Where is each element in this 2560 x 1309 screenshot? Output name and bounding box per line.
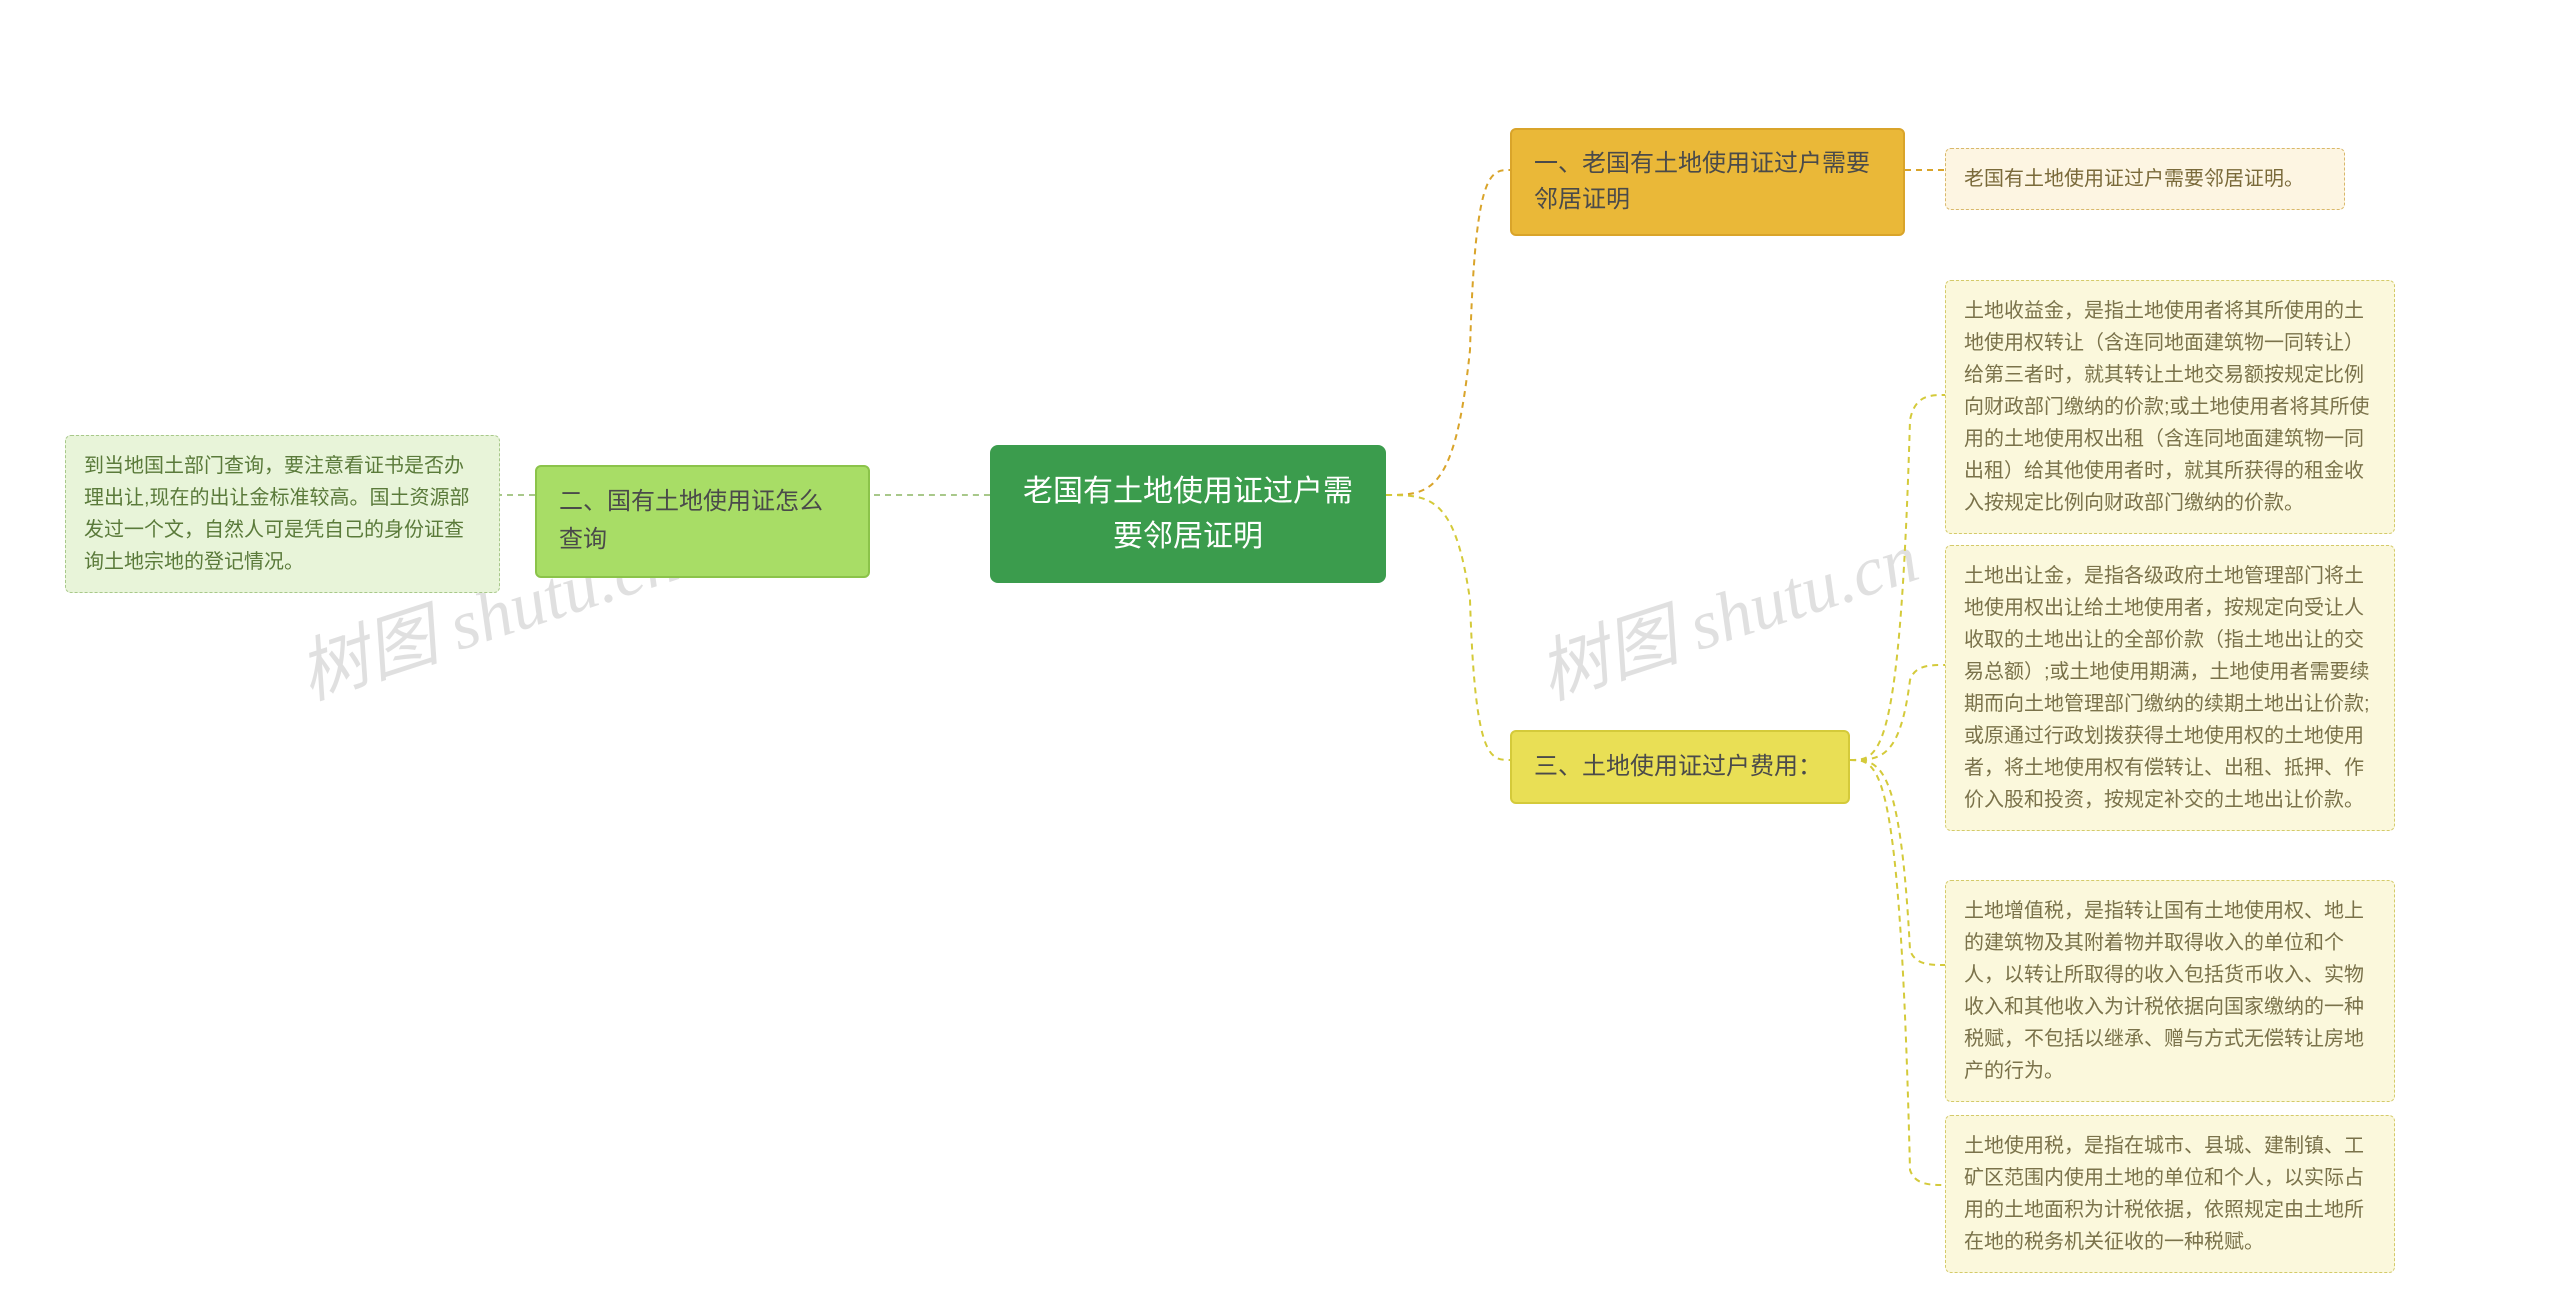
branch-left[interactable]: 二、国有土地使用证怎么查询 <box>535 465 870 578</box>
leaf-right-3-2[interactable]: 土地出让金，是指各级政府土地管理部门将土地使用权出让给土地使用者，按规定向受让人… <box>1945 545 2395 831</box>
mindmap-canvas: 树图 shutu.cn 树图 shutu.cn 老国有土地使用证过户需要邻居证明… <box>0 0 2560 1309</box>
leaf-right-1-1[interactable]: 老国有土地使用证过户需要邻居证明。 <box>1945 148 2345 210</box>
root-node[interactable]: 老国有土地使用证过户需要邻居证明 <box>990 445 1386 583</box>
branch-right-3[interactable]: 三、土地使用证过户费用： <box>1510 730 1850 804</box>
branch-right-1[interactable]: 一、老国有土地使用证过户需要邻居证明 <box>1510 128 1905 236</box>
leaf-left-1[interactable]: 到当地国土部门查询，要注意看证书是否办理出让,现在的出让金标准较高。国土资源部发… <box>65 435 500 593</box>
leaf-right-3-4[interactable]: 土地使用税，是指在城市、县城、建制镇、工矿区范围内使用土地的单位和个人，以实际占… <box>1945 1115 2395 1273</box>
leaf-right-3-3[interactable]: 土地增值税，是指转让国有土地使用权、地上的建筑物及其附着物并取得收入的单位和个人… <box>1945 880 2395 1102</box>
leaf-right-3-1[interactable]: 土地收益金，是指土地使用者将其所使用的土地使用权转让（含连同地面建筑物一同转让）… <box>1945 280 2395 534</box>
watermark-2: 树图 shutu.cn <box>1524 502 1929 719</box>
